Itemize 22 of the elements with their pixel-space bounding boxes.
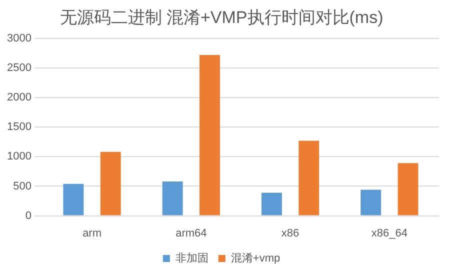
y-tick-label: 3000 <box>6 32 32 44</box>
x-tick-label: arm64 <box>176 227 207 240</box>
x-tick-label: x86 <box>281 227 300 240</box>
bar <box>261 192 282 216</box>
bar <box>162 182 183 216</box>
chart-title: 无源码二进制 混淆+VMP执行时间对比(ms) <box>60 8 384 27</box>
bar <box>360 190 382 216</box>
y-tick-label: 1000 <box>6 150 32 163</box>
legend-label: 混淆+vmp <box>230 252 280 265</box>
bar <box>298 140 320 216</box>
x-tick-label: arm <box>82 227 102 240</box>
y-tick-label: 500 <box>13 180 32 192</box>
y-tick-label: 2500 <box>6 62 32 74</box>
y-tick-label: 1500 <box>6 121 32 134</box>
y-tick-label: 0 <box>25 210 32 222</box>
bar <box>63 184 84 216</box>
bar <box>200 54 220 216</box>
legend-label: 非加固 <box>175 252 208 265</box>
y-tick-label: 2000 <box>6 92 32 104</box>
bar <box>100 152 121 216</box>
x-tick-label: x86_64 <box>371 227 408 240</box>
bar <box>398 163 418 216</box>
